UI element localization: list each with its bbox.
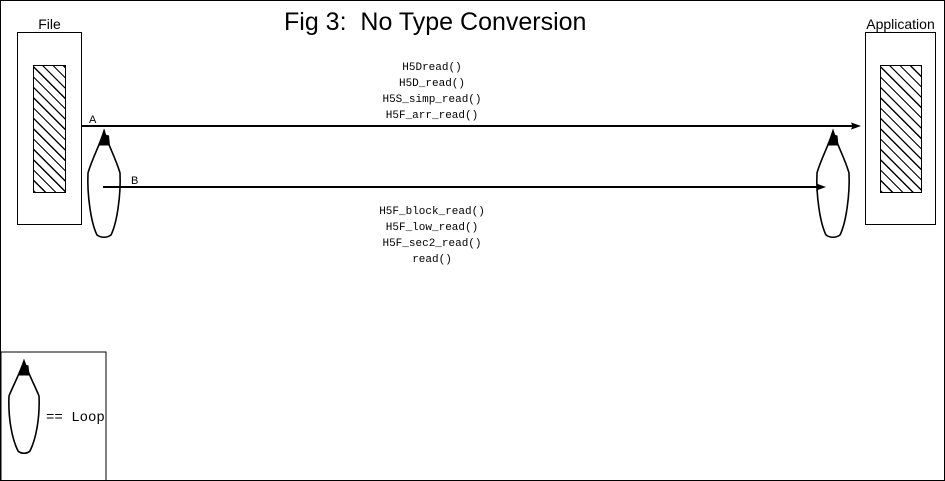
svg-text:B: B <box>131 175 138 187</box>
svg-text:A: A <box>89 114 97 126</box>
